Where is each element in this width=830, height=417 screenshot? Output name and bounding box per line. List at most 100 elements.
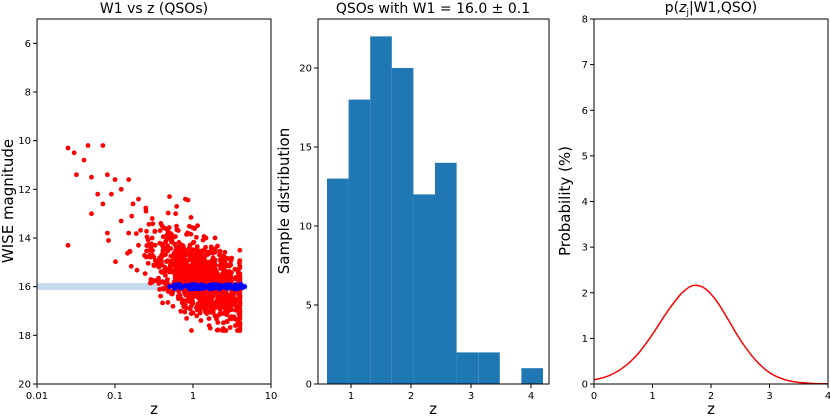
scatter-point-red [186,223,192,229]
scatter-point-red [203,235,209,241]
scatter-point-red [145,260,151,266]
scatter-point-red [204,271,210,277]
scatter-point-red [227,325,233,330]
scatter-point-red [181,268,187,273]
scatter-point-red [212,235,218,241]
scatter-point-red [182,261,188,267]
panel2-ytick-label: 2 [582,288,588,299]
scatter-point-red [194,234,199,240]
scatter-point-red [231,314,237,320]
scatter-point-red [228,274,234,280]
scatter-point-red [197,294,202,300]
scatter-point-red [146,221,152,227]
scatter-point-red [220,326,226,331]
histogram-bar [413,194,435,384]
scatter-point-red [223,272,228,277]
panel1-xtick-label: 2 [408,391,414,402]
panel2-xtick-label: 3 [766,391,772,402]
scatter-point-red [149,277,155,283]
scatter-point-blue [188,282,194,288]
scatter-point-blue [167,284,172,290]
scatter-point-red [226,269,232,275]
scatter-point-red [159,258,164,264]
scatter-point-red [198,304,204,310]
scatter-point-red [185,268,191,274]
scatter-point-red [212,305,218,311]
scatter-point-red [181,248,186,254]
panel2-xtick-label: 1 [649,391,655,402]
panel1-ytick-label: 20 [299,63,312,74]
scatter-point-blue [216,286,222,292]
scatter-point-red [161,225,167,231]
scatter-point-red [106,238,111,243]
histogram-bar [521,368,543,384]
panel2-ytick-label: 7 [582,60,588,71]
scatter-point-red [171,268,177,273]
panel2-xlabel: z [429,400,437,417]
scatter-point-red [202,296,207,301]
scatter-point-red [205,261,210,267]
scatter-point-red [197,300,203,306]
scatter-point-red [174,254,180,260]
scatter-point-red [118,186,124,192]
scatter-point-red [95,191,101,197]
scatter-point-red [173,211,179,217]
scatter-point-red [71,150,77,156]
scatter-point-red [179,255,185,260]
scatter-point-red [197,270,202,276]
scatter-point-red [178,308,184,314]
scatter-point-red [188,292,193,297]
scatter-point-red [213,246,218,252]
scatter-point-red [74,172,79,178]
scatter-point-red [189,258,195,264]
scatter-point-red [182,274,188,280]
scatter-point-red [192,262,198,268]
panel1-xlabel: z [150,400,158,417]
scatter-point-red [228,301,233,306]
scatter-point-blue [211,282,217,288]
scatter-point-red [208,259,214,264]
scatter-point-red [185,197,191,203]
panel1-ylabel: WISE magnitude [0,139,17,263]
histogram-bar [478,352,500,384]
scatter-point-red [160,234,166,240]
scatter-point-red [188,311,194,316]
scatter-point-red [160,270,165,275]
scatter-point-red [208,244,214,250]
scatter-point-red [207,268,213,273]
panel2-ylabel: Sample distribution [275,128,293,275]
scatter-point-blue [202,284,208,290]
scatter-point-red [222,294,228,299]
panel-probability: p(zj|W1,QSO) 0 1 2 3 4 0 1 2 3 4 5 6 7 8 z Probabili… [556,0,830,417]
scatter-point-red [237,316,243,322]
panel0-ytick-label: 12 [18,185,31,196]
scatter-point-red [180,298,186,303]
panel0-xtick-label: 1 [190,391,196,402]
scatter-point-red [232,266,238,272]
scatter-point-red [157,228,163,234]
scatter-point-red [136,242,141,248]
scatter-point-red [184,232,189,237]
scatter-point-red [100,201,106,207]
scatter-point-red [144,243,150,249]
scatter-point-red [144,234,150,240]
scatter-point-red [150,221,156,227]
scatter-point-red [219,289,225,295]
scatter-point-red [191,239,197,245]
histogram-bar [327,178,349,384]
scatter-point-red [163,272,168,278]
scatter-point-red [129,213,135,219]
scatter-point-red [128,263,134,269]
panel0-ytick-label: 16 [18,282,31,293]
panel1-xtick-label: 3 [468,391,474,402]
scatter-point-red [191,273,197,279]
scatter-point-blue [224,285,230,291]
scatter-point-red [81,157,87,163]
scatter-point-red [187,242,193,248]
scatter-point-red [216,327,221,333]
scatter-point-red [208,250,214,255]
scatter-point-red [182,253,188,258]
scatter-point-red [187,299,193,304]
scatter-point-red [222,249,228,255]
